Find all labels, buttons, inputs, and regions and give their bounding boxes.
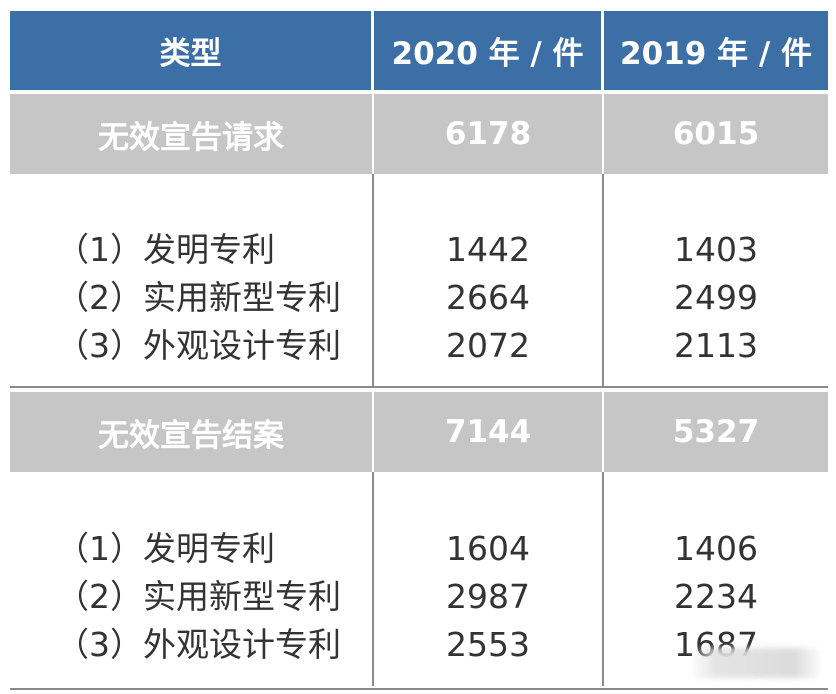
detail-values-2020: 1604 2987 2553 xyxy=(374,472,604,686)
summary-total-2020: 6178 xyxy=(374,94,604,174)
detail-value: 2499 xyxy=(674,278,758,317)
detail-values-2020: 1442 2664 2072 xyxy=(374,174,604,388)
detail-value: 2553 xyxy=(446,625,530,664)
detail-values-2019: 1403 2499 2113 xyxy=(604,174,828,388)
summary-title: 无效宣告请求 xyxy=(10,94,374,174)
detail-label: （2）实用新型专利 xyxy=(56,278,341,317)
header-2020: 2020 年 / 件 xyxy=(374,11,604,90)
detail-value: 1604 xyxy=(446,529,530,568)
detail-label: （1）发明专利 xyxy=(56,529,275,568)
detail-label: （2）实用新型专利 xyxy=(56,577,341,616)
detail-label: （3）外观设计专利 xyxy=(56,326,341,365)
bottom-divider xyxy=(10,688,828,690)
detail-label: （3）外观设计专利 xyxy=(56,625,341,664)
row-separator xyxy=(10,90,828,94)
detail-value: 1442 xyxy=(446,230,530,269)
detail-value: 1406 xyxy=(674,529,758,568)
summary-total-2020: 7144 xyxy=(374,392,604,472)
detail-value: 2987 xyxy=(446,577,530,616)
blurred-watermark xyxy=(690,648,820,678)
detail-labels: （1）发明专利 （2）实用新型专利 （3）外观设计专利 xyxy=(10,472,374,686)
detail-value: 2113 xyxy=(674,326,758,365)
header-2019: 2019 年 / 件 xyxy=(604,11,828,90)
stats-table: 类型 2020 年 / 件 2019 年 / 件 无效宣告请求 6178 601… xyxy=(10,11,828,686)
detail-value: 2664 xyxy=(446,278,530,317)
row-separator xyxy=(10,388,828,392)
detail-label: （1）发明专利 xyxy=(56,230,275,269)
detail-value: 2234 xyxy=(674,577,758,616)
header-type: 类型 xyxy=(10,11,374,90)
detail-value: 1403 xyxy=(674,230,758,269)
summary-total-2019: 5327 xyxy=(604,392,828,472)
summary-total-2019: 6015 xyxy=(604,94,828,174)
detail-labels: （1）发明专利 （2）实用新型专利 （3）外观设计专利 xyxy=(10,174,374,388)
summary-title: 无效宣告结案 xyxy=(10,392,374,472)
detail-value: 2072 xyxy=(446,326,530,365)
